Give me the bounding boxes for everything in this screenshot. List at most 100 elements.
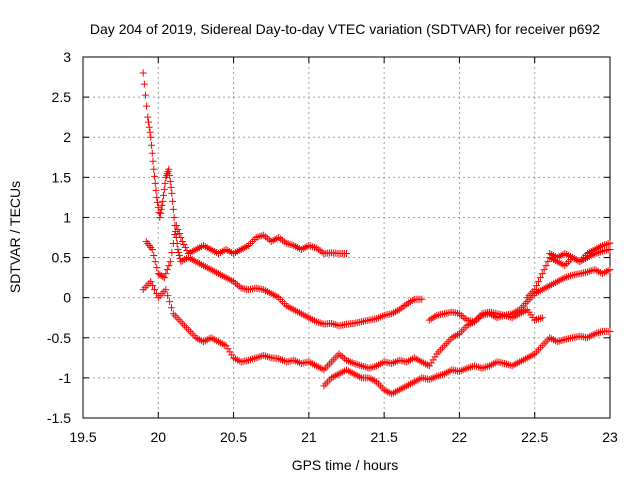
data-point (279, 356, 287, 364)
series-satellite-g (546, 246, 614, 266)
series-satellite-c (139, 266, 614, 374)
data-point (175, 252, 183, 260)
data-point (329, 320, 337, 328)
data-point (606, 239, 614, 247)
data-point (531, 286, 539, 294)
data-point (151, 179, 159, 187)
data-point (140, 80, 148, 88)
x-tick-label: 20.5 (220, 429, 247, 445)
data-point (149, 282, 157, 290)
data-point (172, 234, 180, 241)
data-point (144, 118, 152, 126)
data-point (171, 230, 179, 238)
data-point (165, 262, 173, 270)
data-point (585, 267, 593, 275)
data-point (153, 264, 161, 272)
data-point (480, 364, 488, 372)
data-point (307, 242, 315, 250)
data-point (151, 286, 159, 294)
data-point (254, 353, 262, 361)
data-point (141, 91, 149, 99)
data-point (167, 183, 175, 191)
data-point (172, 227, 180, 235)
data-point (606, 266, 614, 274)
data-point (160, 274, 168, 282)
y-tick-label: -1.5 (47, 410, 71, 426)
data-point (167, 304, 175, 312)
data-point (157, 205, 165, 213)
data-point (174, 246, 182, 254)
data-point (534, 315, 542, 323)
x-tick-label: 21 (301, 429, 317, 445)
x-tick-label: 22 (452, 429, 468, 445)
data-point (166, 171, 174, 179)
axis-ticks: 19.5 20 20.5 21 21.5 22 22.5 23-1.5-1-0.500.511… (47, 49, 618, 445)
data-point (265, 353, 273, 361)
data-point (143, 102, 151, 110)
data-point (418, 295, 426, 303)
x-tick-label: 23 (602, 429, 618, 445)
data-point (470, 362, 478, 370)
data-point (534, 278, 542, 286)
data-point (166, 177, 174, 185)
data-point (166, 258, 174, 266)
data-point (159, 273, 167, 281)
data-point (148, 149, 156, 157)
data-point (294, 358, 302, 366)
data-point (170, 213, 178, 221)
data-point (144, 113, 152, 121)
data-point (169, 205, 177, 213)
data-point (180, 241, 188, 249)
data-point (252, 354, 260, 362)
y-tick-label: 0.5 (52, 250, 72, 266)
data-point (168, 189, 176, 197)
series-satellite-b (139, 69, 426, 330)
series-satellite-a (142, 221, 350, 282)
data-point (472, 362, 480, 370)
data-point (263, 353, 271, 361)
data-point (173, 240, 181, 248)
data-point (153, 193, 161, 201)
data-point (146, 128, 154, 136)
data-point (148, 246, 156, 254)
data-point (224, 345, 232, 353)
data-point (161, 179, 169, 187)
x-tick-label: 21.5 (371, 429, 398, 445)
data-point (168, 249, 176, 257)
data-point (583, 268, 591, 276)
data-point (162, 286, 170, 294)
data-point (247, 356, 255, 364)
data-point (260, 351, 268, 359)
x-tick-label: 22.5 (521, 429, 548, 445)
x-tick-label: 19.5 (69, 429, 96, 445)
data-point (502, 360, 510, 368)
data-point (559, 336, 567, 344)
y-tick-label: 3 (63, 49, 71, 65)
data-point (149, 157, 157, 165)
data-point (501, 359, 509, 367)
y-tick-label: 2.5 (52, 89, 72, 105)
data-point (606, 327, 614, 335)
data-point (262, 352, 270, 360)
data-point (151, 258, 159, 266)
plot-frame (82, 56, 611, 419)
data-point (327, 319, 335, 327)
data-point (358, 362, 366, 370)
data-point (356, 361, 364, 369)
data-point (538, 270, 546, 278)
data-point (361, 363, 369, 371)
series-satellite-e (425, 306, 546, 326)
data-point (145, 123, 153, 131)
data-point (431, 353, 439, 361)
data-point (157, 209, 165, 217)
data-point (169, 197, 177, 205)
data-point (160, 191, 168, 199)
data-point (540, 266, 548, 274)
data-point (162, 270, 170, 278)
chart-title: Day 204 of 2019, Sidereal Day-to-day VTE… (90, 21, 600, 37)
data-point (175, 249, 183, 257)
data-point (147, 133, 155, 141)
x-tick-label: 20 (150, 429, 166, 445)
data-point (260, 231, 268, 239)
